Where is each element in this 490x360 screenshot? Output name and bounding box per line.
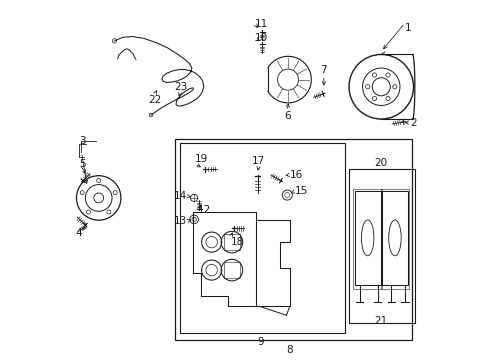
Bar bbox=[224, 234, 240, 250]
Text: 14: 14 bbox=[173, 191, 187, 201]
Text: 4: 4 bbox=[76, 228, 82, 238]
Text: 11: 11 bbox=[255, 19, 269, 29]
Text: 23: 23 bbox=[174, 82, 187, 92]
Text: 17: 17 bbox=[252, 156, 265, 166]
Text: 19: 19 bbox=[195, 154, 208, 164]
Bar bbox=[382, 191, 408, 285]
Text: 20: 20 bbox=[374, 158, 387, 168]
Text: 18: 18 bbox=[231, 237, 244, 247]
Text: 7: 7 bbox=[320, 65, 327, 75]
Text: 1: 1 bbox=[405, 23, 412, 33]
Bar bbox=[349, 169, 416, 323]
Text: 6: 6 bbox=[284, 111, 291, 121]
Text: 22: 22 bbox=[148, 95, 161, 105]
Bar bbox=[224, 262, 240, 278]
Text: 3: 3 bbox=[79, 136, 86, 145]
Text: 9: 9 bbox=[258, 337, 265, 347]
Bar bbox=[353, 189, 382, 289]
Text: 15: 15 bbox=[294, 186, 308, 197]
Bar bbox=[175, 139, 412, 339]
Text: 5: 5 bbox=[79, 159, 86, 169]
Bar bbox=[381, 189, 409, 289]
Text: 8: 8 bbox=[287, 345, 293, 355]
Bar bbox=[180, 143, 345, 333]
Text: 13: 13 bbox=[173, 216, 187, 226]
Bar bbox=[355, 191, 381, 285]
Text: 10: 10 bbox=[255, 33, 268, 43]
Text: 21: 21 bbox=[374, 316, 387, 325]
Text: 12: 12 bbox=[197, 206, 211, 216]
Text: 16: 16 bbox=[290, 170, 303, 180]
Text: 2: 2 bbox=[410, 118, 416, 128]
